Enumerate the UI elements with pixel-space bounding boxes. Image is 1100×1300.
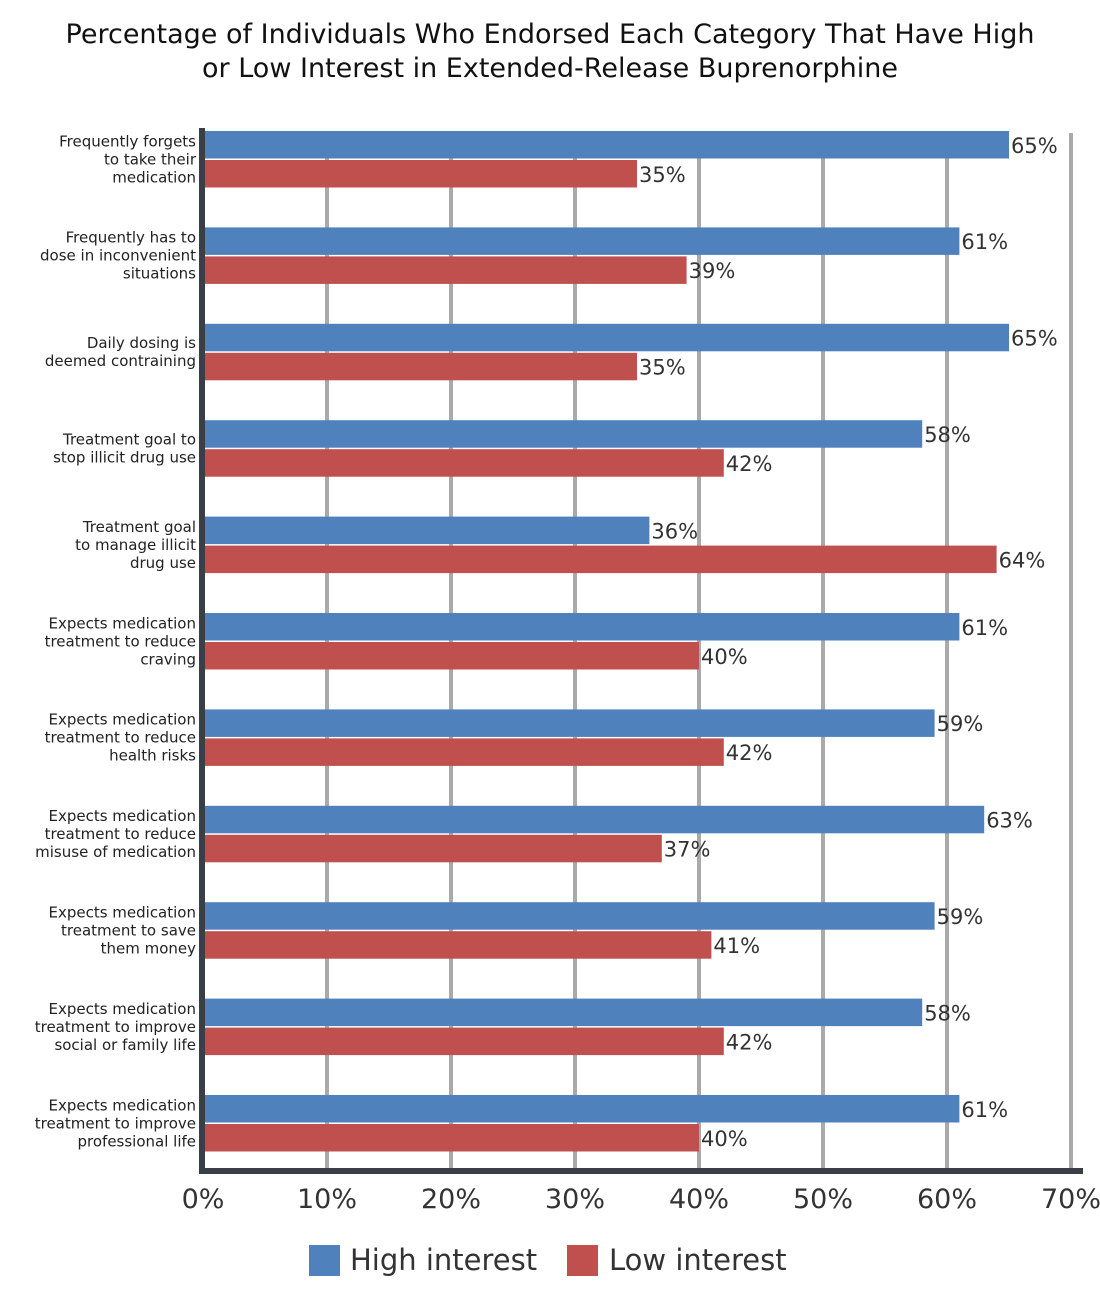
category-label-6-1: treatment to reduce bbox=[45, 729, 196, 747]
chart-title-line-1: Percentage of Individuals Who Endorsed E… bbox=[65, 19, 1035, 50]
data-label-low-1: 39% bbox=[689, 259, 736, 283]
category-label-3-0: Treatment goal to bbox=[62, 430, 196, 448]
data-label-high-10: 61% bbox=[961, 1098, 1008, 1122]
data-label-low-2: 35% bbox=[639, 356, 686, 380]
bar-low-5 bbox=[203, 642, 699, 670]
bar-high-10 bbox=[203, 1095, 960, 1123]
x-axis bbox=[199, 1168, 1083, 1174]
data-label-low-0: 35% bbox=[639, 163, 686, 187]
x-tick-label-70: 70% bbox=[1041, 1184, 1100, 1215]
category-label-2-0: Daily dosing is bbox=[87, 334, 196, 352]
category-label-4-1: to manage illicit bbox=[75, 536, 196, 554]
x-tick-label-0: 0% bbox=[182, 1184, 225, 1215]
bar-high-6 bbox=[203, 709, 935, 737]
data-label-low-3: 42% bbox=[726, 452, 773, 476]
category-label-3-1: stop illicit drug use bbox=[53, 448, 196, 466]
data-label-high-5: 61% bbox=[961, 616, 1008, 640]
x-tick-label-60: 60% bbox=[917, 1184, 977, 1215]
category-label-10-2: professional life bbox=[78, 1132, 197, 1150]
bar-high-3 bbox=[203, 420, 923, 448]
chart-title-line-2: or Low Interest in Extended-Release Bupr… bbox=[202, 53, 898, 84]
bar-low-9 bbox=[203, 1027, 724, 1056]
data-label-high-8: 59% bbox=[937, 905, 984, 929]
bar-high-0 bbox=[203, 131, 1009, 159]
category-label-0-2: medication bbox=[112, 168, 196, 186]
category-label-1-2: situations bbox=[123, 265, 196, 283]
legend-label-low: Low interest bbox=[609, 1243, 787, 1277]
legend-swatch-low bbox=[567, 1245, 598, 1276]
category-label-9-2: social or family life bbox=[54, 1036, 196, 1054]
bar-high-9 bbox=[203, 998, 923, 1027]
legend-label-high: High interest bbox=[350, 1243, 537, 1277]
bar-low-4 bbox=[203, 545, 997, 574]
data-label-high-0: 65% bbox=[1011, 134, 1058, 158]
data-label-low-4: 64% bbox=[999, 548, 1046, 572]
data-label-low-10: 40% bbox=[701, 1127, 748, 1151]
bar-high-5 bbox=[203, 613, 960, 641]
category-label-5-0: Expects medication bbox=[48, 614, 196, 632]
category-label-7-0: Expects medication bbox=[48, 807, 196, 825]
x-tick-label-10: 10% bbox=[297, 1184, 357, 1215]
y-axis bbox=[199, 128, 205, 1174]
category-label-5-2: craving bbox=[140, 650, 196, 668]
category-label-10-0: Expects medication bbox=[48, 1096, 196, 1114]
category-label-9-0: Expects medication bbox=[48, 1000, 196, 1018]
data-label-high-6: 59% bbox=[937, 712, 984, 736]
data-label-high-2: 65% bbox=[1011, 327, 1058, 351]
category-label-4-0: Treatment goal bbox=[82, 518, 196, 536]
bar-high-7 bbox=[203, 805, 985, 834]
category-label-2-1: deemed contraining bbox=[45, 352, 196, 370]
category-label-8-2: them money bbox=[101, 939, 197, 957]
bar-low-6 bbox=[203, 738, 724, 766]
data-label-high-3: 58% bbox=[924, 423, 971, 447]
bar-low-7 bbox=[203, 834, 662, 863]
bar-high-8 bbox=[203, 902, 935, 930]
category-label-5-1: treatment to reduce bbox=[45, 632, 196, 650]
bar-high-4 bbox=[203, 516, 650, 545]
chart-title: Percentage of Individuals Who Endorsed E… bbox=[0, 18, 1100, 86]
category-label-8-0: Expects medication bbox=[48, 903, 196, 921]
category-label-1-0: Frequently has to bbox=[66, 229, 196, 247]
category-label-6-0: Expects medication bbox=[48, 711, 196, 729]
bar-low-10 bbox=[203, 1124, 699, 1152]
bar-low-0 bbox=[203, 160, 637, 188]
category-label-1-1: dose in inconvenient bbox=[40, 247, 196, 265]
x-tick-label-20: 20% bbox=[421, 1184, 481, 1215]
data-label-high-1: 61% bbox=[961, 230, 1008, 254]
category-label-10-1: treatment to improve bbox=[35, 1114, 196, 1132]
x-tick-label-40: 40% bbox=[669, 1184, 729, 1215]
bar-low-2 bbox=[203, 352, 637, 381]
category-label-0-0: Frequently forgets bbox=[59, 132, 196, 150]
bar-high-1 bbox=[203, 227, 960, 255]
x-tick-label-50: 50% bbox=[793, 1184, 853, 1215]
bar-high-2 bbox=[203, 323, 1009, 352]
data-label-high-7: 63% bbox=[986, 809, 1033, 833]
data-label-high-9: 58% bbox=[924, 1001, 971, 1025]
legend-swatch-high bbox=[309, 1245, 340, 1276]
data-label-low-9: 42% bbox=[726, 1030, 773, 1054]
data-label-low-6: 42% bbox=[726, 741, 773, 765]
category-label-8-1: treatment to save bbox=[61, 921, 196, 939]
category-label-4-2: drug use bbox=[130, 554, 196, 572]
category-label-9-1: treatment to improve bbox=[35, 1018, 196, 1036]
data-label-low-5: 40% bbox=[701, 645, 748, 669]
bar-low-1 bbox=[203, 256, 687, 284]
category-label-0-1: to take their bbox=[104, 150, 197, 168]
category-label-7-2: misuse of medication bbox=[35, 843, 196, 861]
data-label-high-4: 36% bbox=[651, 519, 698, 543]
bar-low-8 bbox=[203, 931, 712, 959]
x-tick-label-30: 30% bbox=[545, 1184, 605, 1215]
category-label-6-2: health risks bbox=[109, 747, 196, 765]
bar-low-3 bbox=[203, 449, 724, 477]
category-label-7-1: treatment to reduce bbox=[45, 825, 196, 843]
data-label-low-8: 41% bbox=[713, 934, 760, 958]
data-label-low-7: 37% bbox=[664, 838, 711, 862]
